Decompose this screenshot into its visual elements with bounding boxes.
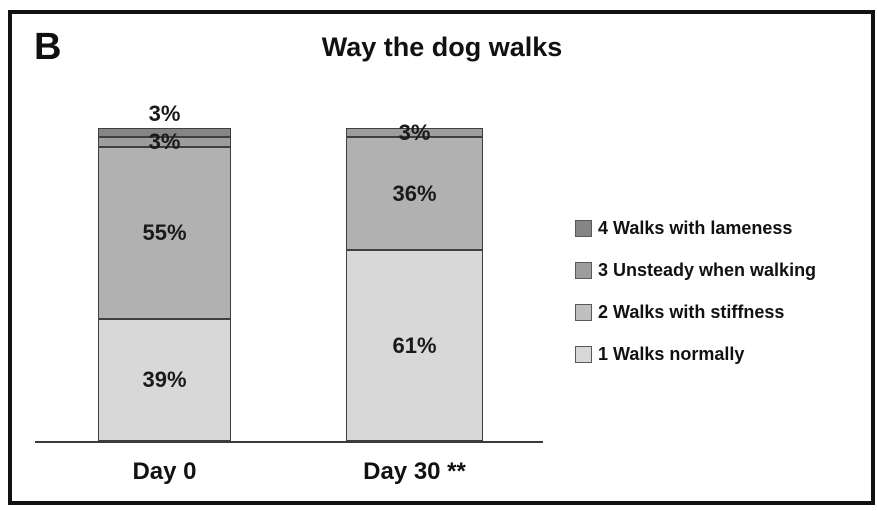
x-tick-label-day-0: Day 0 <box>132 458 197 485</box>
legend-item-label: 4 Walks with lameness <box>598 218 793 238</box>
legend-item-1-walks-normally: 1 Walks normally <box>575 344 816 364</box>
segment-3-unsteady-when-walking: 3% <box>346 121 483 143</box>
segment-4-walks-with-lameness <box>98 128 231 138</box>
segment-value-label: 61% <box>392 332 437 358</box>
legend-item-label: 1 Walks normally <box>598 344 745 364</box>
legend: 4 Walks with lameness 3 Unsteady when wal… <box>575 218 816 386</box>
bar-day-30: 3% 36% 61% <box>346 121 483 441</box>
segment-3-unsteady-when-walking: 3% <box>98 131 231 153</box>
legend-swatch-icon <box>575 219 592 237</box>
legend-item-4-walks-with-lameness: 4 Walks with lameness <box>575 218 816 238</box>
legend-swatch-icon <box>575 345 592 363</box>
legend-swatch-icon <box>575 303 592 321</box>
segment-value-label: 36% <box>392 180 437 206</box>
segment-value-label-above: 3% <box>148 101 181 126</box>
panel-label: B <box>34 26 62 68</box>
plot-area: 3% 55% 39% 3% Day 0 3% 36% 61% Day 30 ** <box>35 103 543 485</box>
legend-item-label: 2 Walks with stiffness <box>598 302 785 322</box>
segment-value-label: 3% <box>148 129 181 155</box>
segment-value-label: 39% <box>142 366 187 392</box>
x-axis-line <box>35 441 543 443</box>
segment-value-label: 55% <box>142 219 187 245</box>
segment-2-walks-with-stiffness: 55% <box>98 146 231 319</box>
legend-item-2-walks-with-stiffness: 2 Walks with stiffness <box>575 302 816 322</box>
segment-1-walks-normally: 39% <box>98 318 231 441</box>
legend-swatch-icon <box>575 261 592 279</box>
legend-item-label: 3 Unsteady when walking <box>598 260 817 280</box>
legend-item-3-unsteady-when-walking: 3 Unsteady when walking <box>575 260 816 280</box>
x-tick-label-day-30: Day 30 ** <box>363 458 466 485</box>
figure-frame: B Way the dog walks 3% 55% 39% 3% Day 0 3% 36%… <box>8 10 875 505</box>
bar-day-0: 3% 55% 39% <box>98 128 231 441</box>
chart-title: Way the dog walks <box>321 32 563 62</box>
segment-value-label: 3% <box>398 119 431 145</box>
segment-1-walks-normally: 61% <box>346 250 483 441</box>
segment-2-walks-with-stiffness: 36% <box>346 137 483 251</box>
